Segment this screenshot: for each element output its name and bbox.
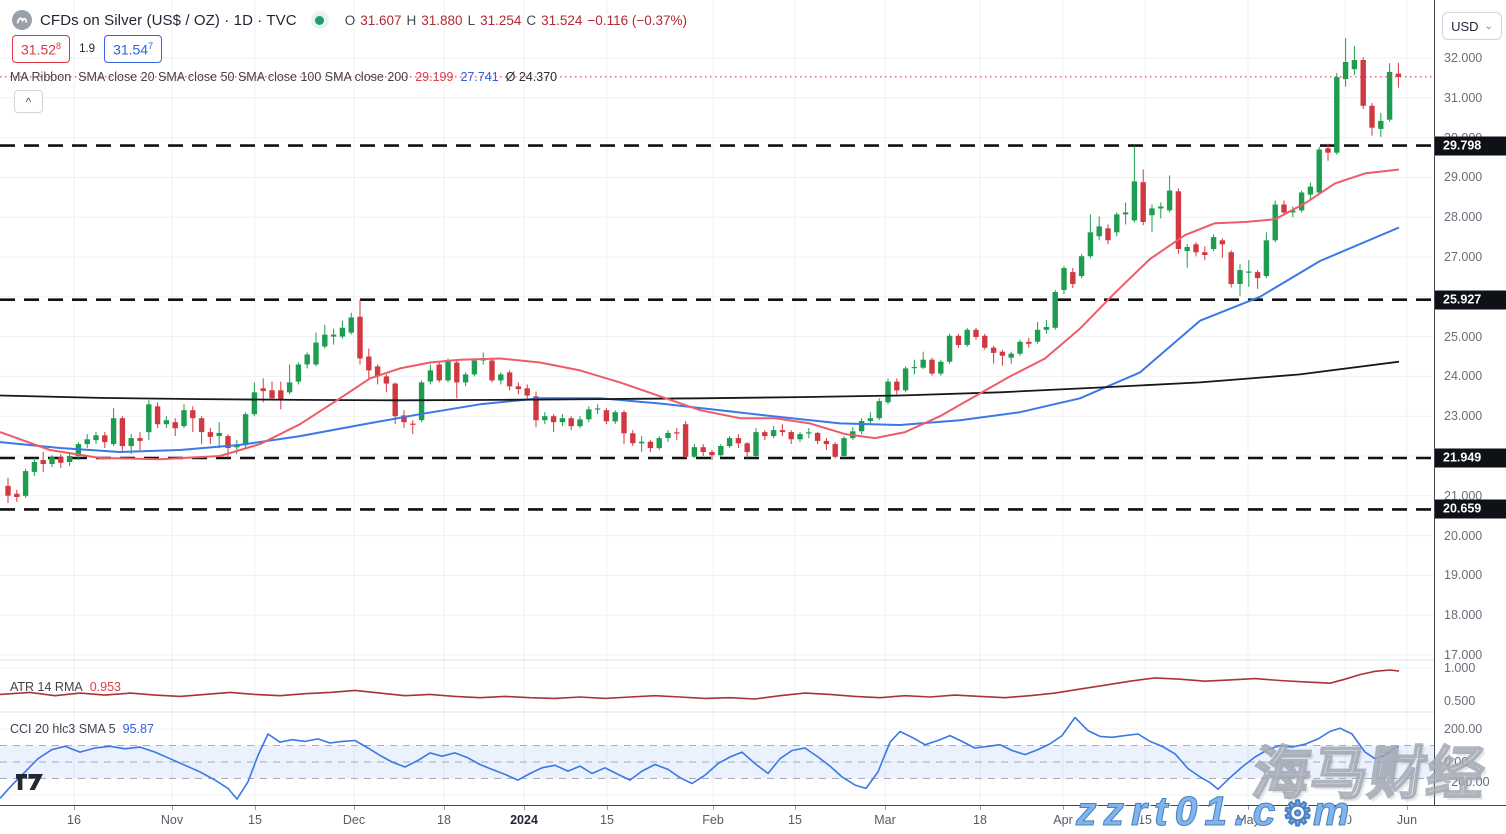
price-axis-label: 32.000 [1444,51,1483,65]
close-label: C [526,12,537,28]
price-axis-label: 31.000 [1444,90,1483,105]
time-axis-tick [1407,806,1408,810]
close-value: 31.524 [541,12,583,28]
cci-axis-label: −200.00 [1444,775,1490,789]
buy-button[interactable]: 31.547 [104,35,163,63]
price-axis-label: 20.000 [1444,528,1483,543]
tradingview-logo-icon[interactable] [16,774,43,795]
low-value: 31.254 [480,12,522,28]
quote-row: 31.528 1.9 31.547 [12,35,163,63]
time-axis-label: May [1236,813,1260,827]
atr-axis-label: 0.500 [1444,694,1476,708]
open-label: O [344,12,356,28]
ma-ribbon-name: MA Ribbon [10,70,72,84]
time-axis[interactable]: 16 Nov 15 Dec 18 2024 15 Feb 15 Mar 18 Apr 15 May 20 Ju… [0,805,1506,834]
price-level-tag: 20.659 [1435,499,1506,519]
time-axis-tick [795,806,796,810]
time-axis-tick [885,806,886,810]
time-axis-label: Jun [1396,813,1418,827]
cci-value: 95.87 [122,722,154,736]
price-chart-canvas[interactable] [0,0,1434,805]
time-axis-label: 2024 [510,813,538,827]
time-axis-label: 15 [788,813,802,827]
price-level-tag: 21.949 [1435,448,1506,468]
time-axis-tick [524,806,525,810]
time-axis-tick [607,806,608,810]
symbol-header[interactable]: CFDs on Silver (US$ / OZ) · 1D · TVC O 31… [12,8,687,32]
price-axis-label: 25.000 [1444,329,1483,344]
chevron-up-icon: ^ [25,94,32,109]
cci-legend[interactable]: CCI 20 hlc3 SMA 5 95.87 [10,720,154,738]
time-axis-label: Dec [342,813,366,827]
time-axis-tick [1248,806,1249,810]
price-level-tag: 25.927 [1435,290,1506,310]
price-axis-label: 29.000 [1444,170,1483,185]
time-axis-tick [713,806,714,810]
time-axis-tick [1145,806,1146,810]
price-axis-label: 17.000 [1444,648,1483,662]
change-value: −0.116 (−0.37%) [587,12,687,28]
time-axis-label: Mar [874,813,896,827]
time-axis-label: 15 [248,813,262,827]
high-value: 31.880 [421,12,463,28]
time-axis-label: 16 [67,813,81,827]
ma-ribbon-params: SMA close 20 SMA close 50 SMA close 100 … [78,70,409,84]
high-label: H [406,12,417,28]
price-axis-label: 21.000 [1444,488,1483,503]
sell-button[interactable]: 31.528 [12,35,71,63]
low-label: L [467,12,476,28]
atr-axis-label: 1.000 [1444,661,1476,675]
price-axis-label: 24.000 [1444,369,1483,384]
price-level-tag: 29.798 [1435,136,1506,156]
sma200-value: Ø 24.370 [505,70,558,84]
price-axis[interactable]: USD ⌄ 32.00031.00030.00029.00028.00027.0… [1434,0,1506,805]
spread-value: 1.9 [79,43,96,55]
price-axis-label: 28.000 [1444,210,1483,225]
time-axis-label: Nov [160,813,184,827]
atr-legend[interactable]: ATR 14 RMA 0.953 [10,678,121,696]
currency-selector[interactable]: USD ⌄ [1442,12,1502,40]
time-axis-label: 15 [1138,813,1152,827]
chevron-down-icon: ⌄ [1484,20,1493,32]
ma-ribbon-legend[interactable]: MA Ribbon SMA close 20 SMA close 50 SMA … [10,68,557,86]
time-axis-label: 15 [600,813,614,827]
time-axis-label: Apr [1053,813,1073,827]
atr-name: ATR 14 RMA [10,680,83,694]
time-axis-tick [980,806,981,810]
open-value: 31.607 [360,12,402,28]
price-axis-label: 27.000 [1444,250,1483,264]
cci-axis-label: 0.00 [1444,755,1469,769]
price-axis-label: 18.000 [1444,608,1483,623]
time-axis-label: Feb [702,813,724,827]
currency-label: USD [1451,18,1479,34]
price-axis-label: 23.000 [1444,409,1483,424]
symbol-title[interactable]: CFDs on Silver (US$ / OZ) · 1D · TVC [40,11,297,29]
time-axis-label: 18 [973,813,987,827]
time-axis-label: 20 [1338,813,1352,827]
time-axis-tick [1345,806,1346,810]
market-status-icon[interactable] [310,11,329,29]
collapse-legend-button[interactable]: ^ [14,90,43,113]
symbol-logo-icon [12,10,32,30]
sma50-value: 27.741 [460,70,499,84]
time-axis-label: 18 [437,813,451,827]
time-axis-tick [444,806,445,810]
time-axis-tick [354,806,355,810]
time-axis-tick [172,806,173,810]
time-axis-tick [1063,806,1064,810]
cci-axis-label: 200.00 [1444,722,1483,736]
ohlc-values: O 31.607 H 31.880 L 31.254 C 31.524 −0.116 (… [345,13,687,28]
time-axis-tick [255,806,256,810]
cci-name: CCI 20 hlc3 SMA 5 [10,722,116,736]
atr-value: 0.953 [89,680,121,694]
price-axis-label: 19.000 [1444,568,1483,583]
time-axis-tick [74,806,75,810]
sma20-value: 29.199 [415,70,454,84]
